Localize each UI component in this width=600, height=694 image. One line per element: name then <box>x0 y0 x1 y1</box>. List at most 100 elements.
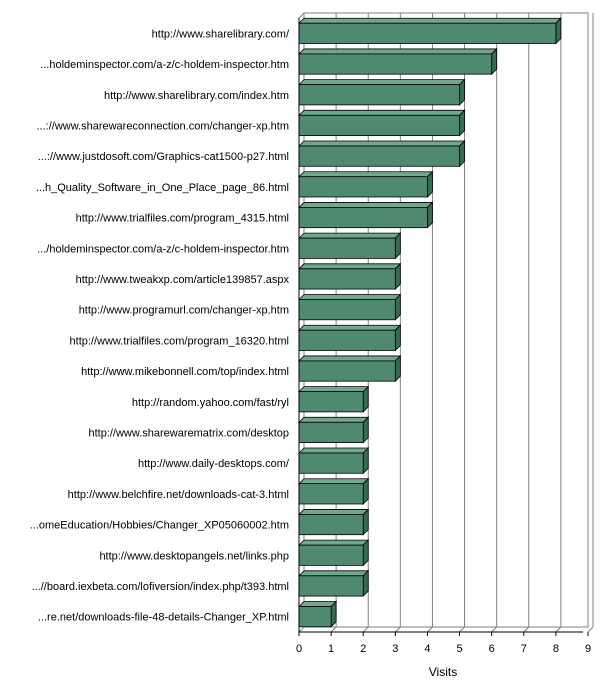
bar-side <box>362 569 369 598</box>
bar-side <box>427 170 433 198</box>
bar-front <box>298 145 460 167</box>
x-tick-label: 4 <box>424 643 430 655</box>
category-label: http://www.daily-desktops.com/ <box>138 458 290 470</box>
x-tick-label: 7 <box>521 643 527 655</box>
bar-front <box>298 483 364 505</box>
bar-top <box>298 202 434 208</box>
x-tick-label: 5 <box>456 643 462 655</box>
bar-side <box>362 416 369 444</box>
bar <box>298 539 370 567</box>
category-label: ...re.net/downloads-file-48-details-Chan… <box>38 612 289 624</box>
category-label: ...holdeminspector.com/a-z/c-holdem-insp… <box>40 59 289 71</box>
bar-side <box>362 508 369 536</box>
bar <box>298 569 370 598</box>
bar-side <box>427 201 433 229</box>
x-tick-label: 0 <box>296 643 302 655</box>
x-axis-title: Visits <box>429 665 457 679</box>
floor-gridline <box>523 626 530 633</box>
bar-side <box>491 47 498 76</box>
bar-front <box>298 268 396 290</box>
category-label: http://www.programurl.com/changer-xp.htm <box>79 305 289 317</box>
bar-front <box>298 575 364 597</box>
grid <box>298 12 594 633</box>
bars <box>298 17 562 628</box>
category-label: http://www.desktopangels.net/links.php <box>99 550 289 562</box>
bar-front <box>298 53 493 75</box>
bar-top <box>298 171 434 178</box>
x-tick-label: 1 <box>328 643 334 655</box>
bar-side <box>394 262 401 291</box>
category-label: http://www.sharelibrary.com/index.htm <box>104 90 289 102</box>
bar-top <box>298 447 370 454</box>
bar <box>298 600 338 628</box>
bar-front <box>298 360 396 382</box>
category-label: http://www.tweakxp.com/article139857.asp… <box>76 274 290 286</box>
category-label: ...://www.sharewareconnection.com/change… <box>36 120 289 132</box>
bar-top <box>298 140 466 147</box>
category-label: http://www.sharelibrary.com/ <box>152 28 290 40</box>
category-label: ...//board.iexbeta.com/lofiversion/index… <box>32 581 289 593</box>
bar-side <box>394 324 401 352</box>
bar-top <box>298 355 402 362</box>
bar-top <box>298 386 370 393</box>
bar-front <box>298 514 364 536</box>
category-label: http://www.belchfire.net/downloads-cat-3… <box>68 489 289 501</box>
bar-front <box>298 207 428 229</box>
x-tick-label: 6 <box>489 643 495 655</box>
bar-top <box>298 17 562 24</box>
category-label: http://www.mikebonnell.com/top/index.htm… <box>81 366 289 378</box>
bar-top <box>298 79 466 86</box>
bar-top <box>298 478 370 485</box>
floor-gridline <box>362 626 369 633</box>
bar-side <box>362 539 369 567</box>
bar <box>298 354 402 383</box>
bar <box>298 140 466 168</box>
category-label: ...://www.justdosoft.com/Graphics-cat150… <box>38 151 289 163</box>
floor-gridline <box>459 626 465 633</box>
bar <box>298 262 402 291</box>
wall-edge <box>298 12 305 19</box>
category-label: http://www.trialfiles.com/program_16320.… <box>70 335 289 347</box>
bar <box>298 109 466 137</box>
x-tick-label: 3 <box>392 643 398 655</box>
bar <box>298 170 434 198</box>
x-axis: 0 1 2 3 4 5 6 7 8 9 <box>296 18 591 655</box>
bar-side <box>362 477 369 505</box>
bar-top <box>298 570 370 577</box>
floor-gridline <box>330 626 337 633</box>
bar-front <box>298 84 460 106</box>
bar-front <box>298 176 428 198</box>
bar <box>298 201 434 229</box>
bar-top <box>298 509 370 515</box>
bar-side <box>362 385 369 413</box>
bar <box>298 293 402 321</box>
bar-front <box>298 606 332 628</box>
category-label: http://www.sharewarematrix.com/desktop <box>88 427 289 439</box>
x-tick-label: 9 <box>585 643 591 655</box>
bar-side <box>459 78 465 106</box>
bar-front <box>298 114 460 136</box>
bar <box>298 324 402 352</box>
bar-front <box>298 391 364 413</box>
bar-top <box>298 263 402 270</box>
floor-gridline <box>298 626 305 633</box>
floor-gridline <box>491 626 498 633</box>
category-label: ...h_Quality_Software_in_One_Place_page_… <box>36 182 289 194</box>
bar-top <box>298 539 370 546</box>
bar-side <box>330 600 337 628</box>
category-label: .../holdeminspector.com/a-z/c-holdem-ins… <box>37 243 289 255</box>
bar-side <box>394 293 401 321</box>
x-tick-label: 8 <box>553 643 559 655</box>
bar-front <box>298 452 364 474</box>
bar <box>298 508 370 536</box>
floor-gridline <box>555 626 562 633</box>
bar <box>298 385 370 413</box>
bar <box>298 78 466 106</box>
bar <box>298 416 370 444</box>
bar-side <box>394 354 401 383</box>
bar-front <box>298 237 396 259</box>
bar-side <box>362 447 369 475</box>
bar-top <box>298 416 370 423</box>
bar <box>298 232 402 260</box>
